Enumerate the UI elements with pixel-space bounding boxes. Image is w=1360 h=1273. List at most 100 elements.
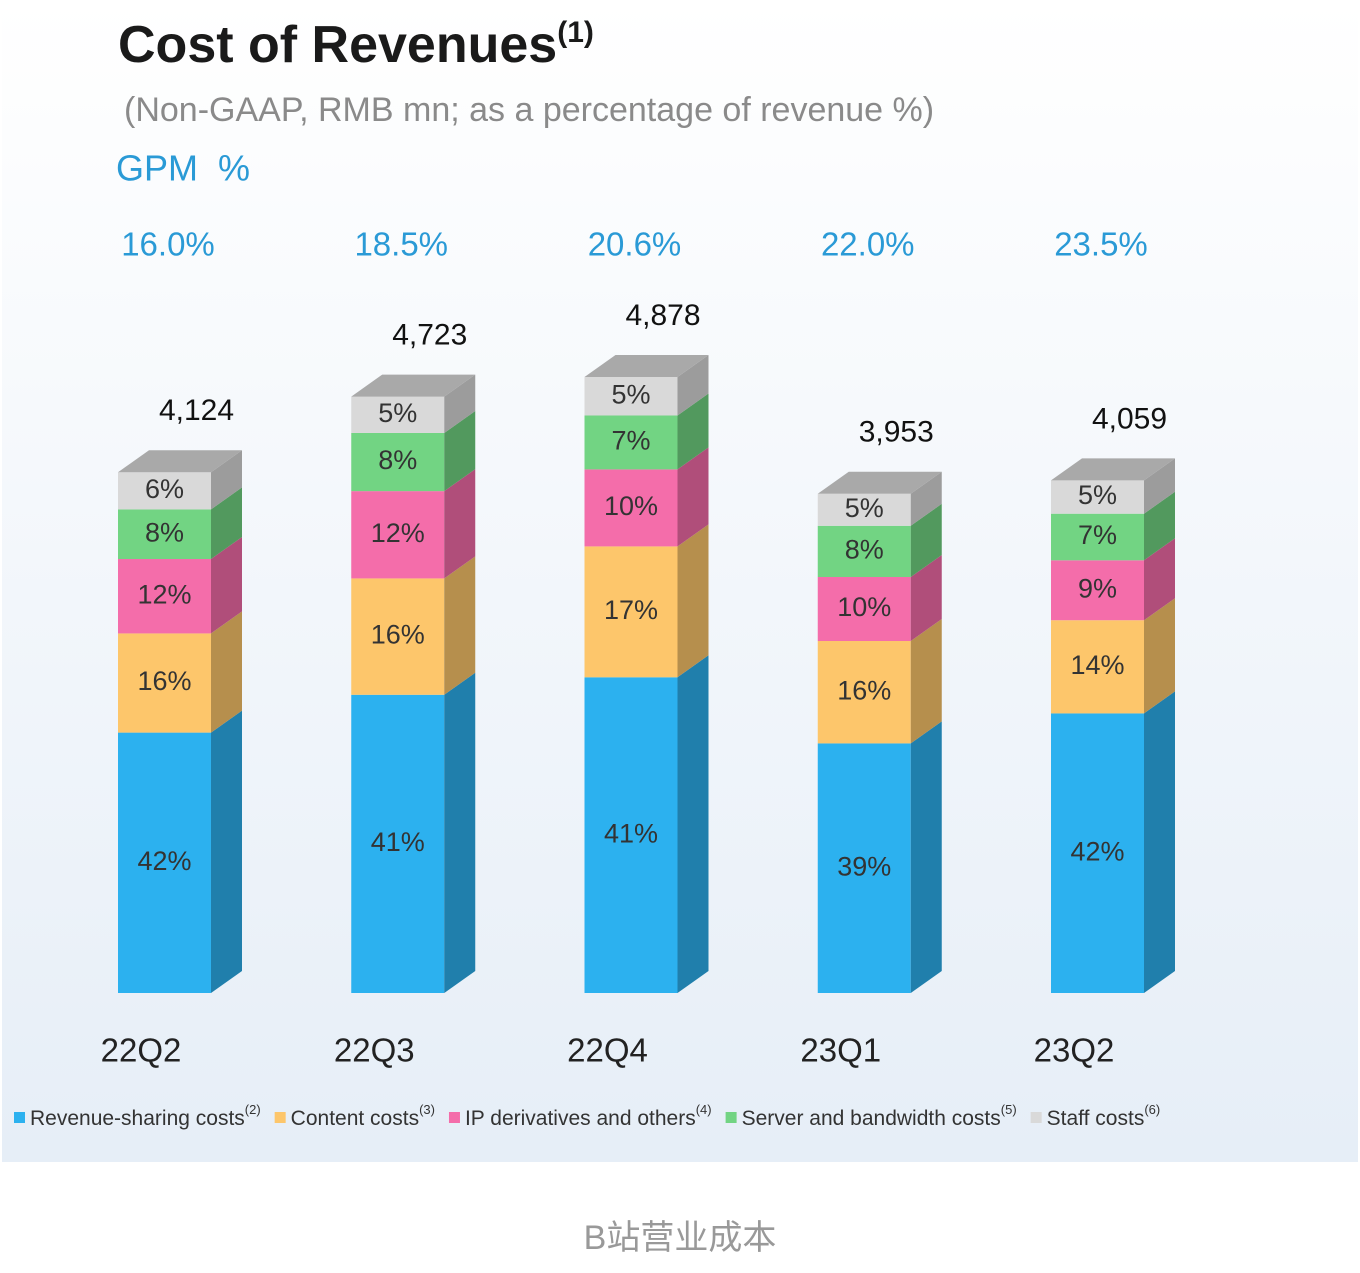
bar-segment — [584, 469, 678, 547]
bar-segment — [1051, 560, 1144, 621]
title-text: Cost of Revenues — [118, 16, 557, 74]
segment-label: 12% — [137, 579, 191, 609]
bar-side — [444, 410, 476, 492]
bar-side — [677, 524, 709, 678]
bar-top — [1051, 458, 1175, 481]
legend-entry: Staff costs(6) — [1047, 1102, 1161, 1129]
segment-label: 16% — [837, 675, 891, 705]
segment-label: 8% — [145, 517, 184, 547]
bar-side — [910, 555, 942, 642]
caption: B站营业成本 — [584, 1219, 777, 1257]
segment-label: 5% — [611, 379, 650, 409]
bar-side — [677, 655, 709, 993]
bar-side — [444, 672, 476, 993]
legend-name: Content costs — [291, 1107, 419, 1130]
bar-side — [211, 450, 242, 510]
x-tick-label: 23Q1 — [800, 1032, 881, 1069]
segment-label: 7% — [611, 426, 650, 456]
x-tick-label: 22Q4 — [567, 1032, 648, 1069]
segment-label: 9% — [1078, 573, 1117, 603]
legend-name: Revenue-sharing costs — [30, 1107, 245, 1130]
bar-segment — [817, 493, 911, 526]
total-label: 4,059 — [1092, 402, 1167, 435]
chart-title: Cost of Revenues(1) — [118, 16, 594, 74]
segment-label: 5% — [845, 493, 884, 523]
segment-label: 39% — [837, 851, 891, 881]
bar-top — [584, 355, 709, 377]
bar-side — [677, 355, 709, 416]
bar-top — [817, 471, 942, 494]
total-label: 4,723 — [392, 318, 467, 351]
total-label: 4,878 — [625, 299, 700, 332]
title-note: (1) — [557, 16, 594, 49]
bar-side — [677, 447, 709, 547]
bar-segment — [351, 432, 445, 492]
subtitle: (Non-GAAP, RMB mn; as a percentage of re… — [124, 91, 934, 129]
bar-side — [1144, 491, 1175, 561]
segment-label: 14% — [1070, 650, 1124, 680]
gpm-label: GPM % — [116, 148, 250, 189]
segment-label: 8% — [378, 445, 417, 475]
bar-side — [1144, 538, 1175, 621]
bar-segment — [817, 577, 911, 642]
gpm-value: 20.6% — [588, 226, 682, 263]
bar-side — [444, 469, 476, 579]
legend-entry: Server and bandwidth costs(5) — [742, 1102, 1017, 1129]
legend-name: Server and bandwidth costs — [742, 1107, 1001, 1130]
total-label: 3,953 — [859, 416, 934, 449]
bar-segment — [351, 491, 445, 579]
segment-label: 16% — [371, 620, 425, 650]
legend-swatch — [1030, 1112, 1042, 1123]
legend-entry: Revenue-sharing costs(2) — [30, 1102, 261, 1129]
legend-note: (3) — [419, 1102, 435, 1117]
bar-side — [444, 556, 476, 695]
bar-segment — [1051, 620, 1144, 714]
bar-segment — [118, 509, 211, 560]
bar-segment — [584, 677, 678, 993]
segment-label: 10% — [837, 592, 891, 622]
bar-side — [1144, 458, 1175, 514]
bar-segment — [351, 396, 445, 433]
gpm-value: 22.0% — [821, 226, 915, 263]
segment-label: 17% — [604, 595, 658, 625]
legend-entry: Content costs(3) — [291, 1102, 435, 1129]
x-tick-label: 22Q3 — [334, 1032, 415, 1069]
legend-swatch — [448, 1112, 460, 1123]
gpm-value: 18.5% — [354, 226, 448, 263]
legend-note: (5) — [1001, 1102, 1017, 1117]
segment-label: 5% — [1078, 480, 1117, 510]
segment-label: 12% — [371, 518, 425, 548]
bar-segment — [118, 559, 211, 634]
bar-side — [211, 710, 242, 993]
bar-side — [910, 471, 942, 526]
legend-entry: IP derivatives and others(4) — [465, 1102, 712, 1129]
legend-swatch — [725, 1112, 737, 1123]
bar-segment — [351, 694, 445, 993]
bar-side — [1144, 598, 1175, 714]
segment-label: 7% — [1078, 520, 1117, 550]
segment-label: 41% — [371, 827, 425, 857]
bar-segment — [584, 546, 678, 678]
bar-segment — [118, 472, 211, 510]
bar-side — [910, 619, 942, 744]
bar-segment — [817, 641, 911, 744]
legend-swatch — [14, 1112, 25, 1123]
bar-segment — [351, 578, 445, 695]
legend-note: (2) — [245, 1102, 261, 1117]
bar-segment — [584, 415, 678, 470]
bar-side — [910, 721, 942, 993]
bar-top — [118, 450, 242, 473]
legend-note: (4) — [696, 1102, 712, 1117]
gpm-value: 23.5% — [1054, 226, 1148, 263]
segment-label: 42% — [137, 846, 191, 876]
bar-top — [351, 374, 476, 397]
bar-side — [211, 537, 242, 634]
bar-segment — [1051, 480, 1144, 514]
segment-label: 41% — [604, 818, 658, 848]
bar-side — [211, 487, 242, 560]
bar-segment — [1051, 713, 1144, 993]
bar-segment — [1051, 513, 1144, 561]
total-label: 4,124 — [159, 394, 234, 427]
